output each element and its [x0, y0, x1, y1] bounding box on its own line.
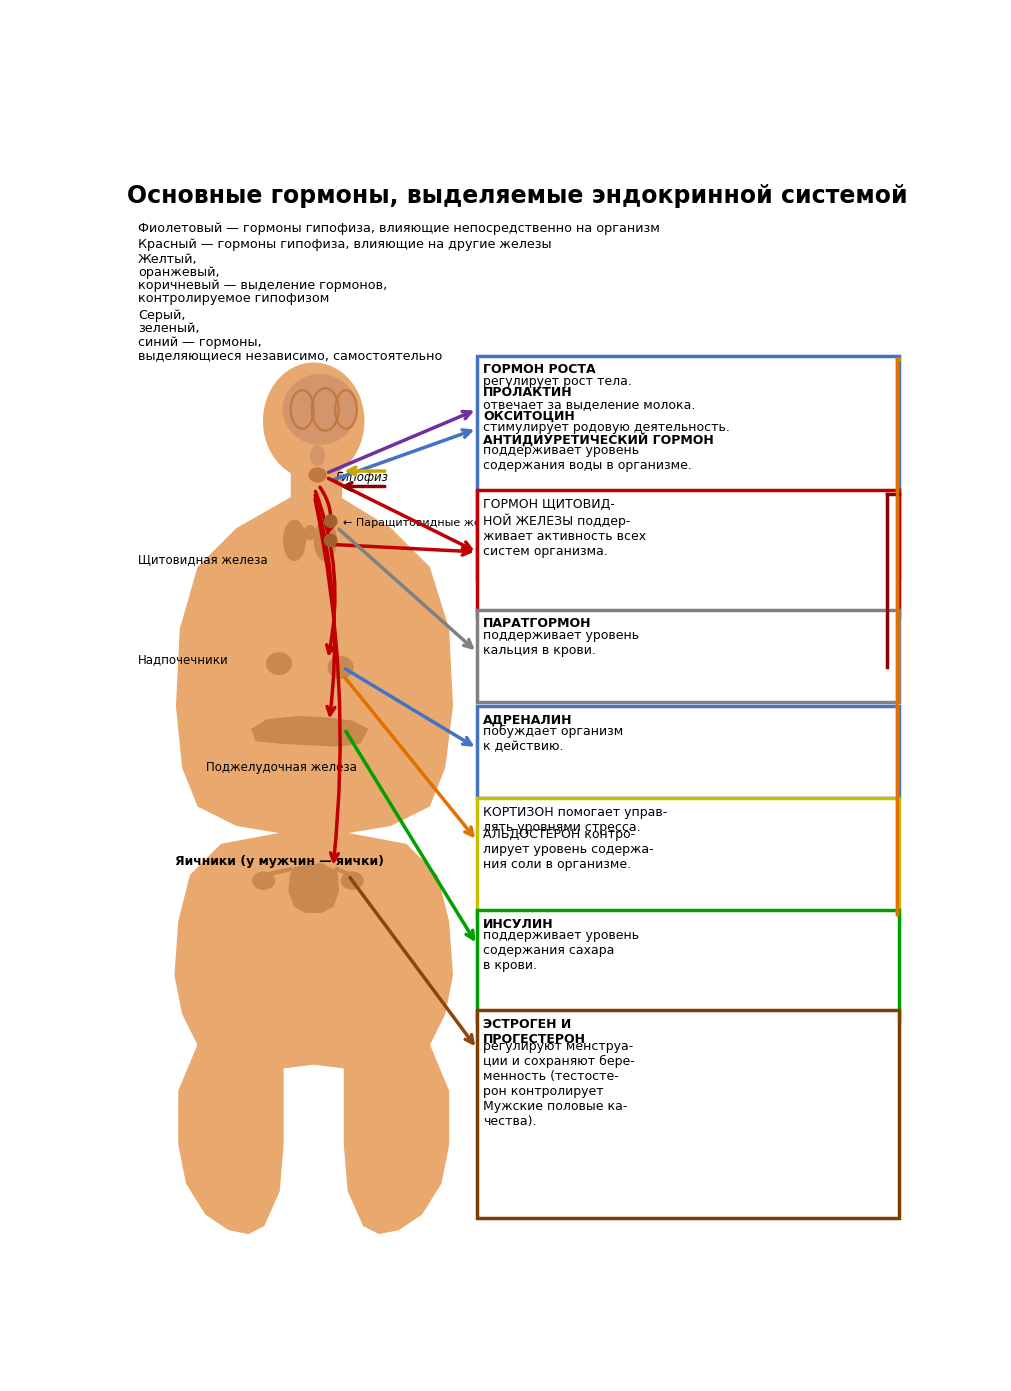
Ellipse shape: [304, 526, 315, 540]
Bar: [477, 609, 899, 702]
Text: синий — гормоны,: синий — гормоны,: [139, 335, 262, 349]
Text: Гипофиз: Гипофиз: [336, 472, 388, 484]
Ellipse shape: [329, 657, 353, 679]
Polygon shape: [179, 1045, 283, 1234]
Bar: [477, 910, 899, 1021]
Polygon shape: [175, 833, 452, 1068]
Text: Щитовидная железа: Щитовидная железа: [139, 554, 268, 566]
Text: регулируют менструа-
ции и сохраняют бере-
менность (тестосте-
рон контролирует
: регулируют менструа- ции и сохраняют бер…: [483, 1040, 635, 1128]
Ellipse shape: [314, 520, 336, 561]
Text: Надпочечники: Надпочечники: [139, 654, 228, 666]
Polygon shape: [345, 1045, 449, 1234]
Text: ГОРМОН ЩИТОВИД-
НОЙ ЖЕЛЕЗЫ поддер-
живает активность всех
систем организма.: ГОРМОН ЩИТОВИД- НОЙ ЖЕЛЕЗЫ поддер- живае…: [483, 498, 646, 558]
Text: ← Паращитовидные железы: ← Паращитовидные железы: [343, 517, 510, 527]
Text: Яичники (у мужчин — яички): Яичники (у мужчин — яички): [175, 855, 384, 868]
Ellipse shape: [267, 652, 291, 675]
Text: поддерживает уровень
кальция в крови.: поддерживает уровень кальция в крови.: [483, 629, 639, 657]
Text: Серый,: Серый,: [139, 309, 186, 323]
Circle shape: [325, 515, 337, 527]
Text: оранжевый,: оранжевый,: [139, 266, 219, 280]
Bar: [477, 356, 899, 579]
Text: ПАРАТГОРМОН: ПАРАТГОРМОН: [483, 618, 591, 630]
Text: Красный — гормоны гипофиза, влияющие на другие железы: Красный — гормоны гипофиза, влияющие на …: [139, 238, 552, 250]
Polygon shape: [252, 716, 368, 746]
Text: зеленый,: зеленый,: [139, 323, 199, 335]
Bar: [477, 490, 899, 618]
Circle shape: [325, 534, 337, 547]
Ellipse shape: [253, 872, 274, 889]
Polygon shape: [289, 864, 339, 912]
Ellipse shape: [309, 467, 326, 481]
Text: побуждает организм
к действию.: побуждает организм к действию.: [483, 725, 624, 754]
Text: выделяющиеся независимо, самостоятельно: выделяющиеся независимо, самостоятельно: [139, 349, 443, 362]
Text: КОРТИЗОН помогает управ-
лять уровнями стресса.: КОРТИЗОН помогает управ- лять уровнями с…: [483, 805, 667, 835]
Text: коричневый — выделение гормонов,: коричневый — выделение гормонов,: [139, 280, 387, 292]
Text: АНТИДИУРЕТИЧЕСКИЙ ГОРМОН: АНТИДИУРЕТИЧЕСКИЙ ГОРМОН: [483, 433, 714, 447]
Bar: [477, 705, 899, 798]
Text: Желтый,: Желтый,: [139, 253, 198, 266]
Text: контролируемое гипофизом: контролируемое гипофизом: [139, 292, 330, 306]
Polygon shape: [290, 472, 341, 498]
Ellipse shape: [283, 374, 357, 444]
Text: Поджелудочная железа: Поджелудочная железа: [206, 761, 357, 773]
Text: поддерживает уровень
содержания сахара
в крови.: поддерживает уровень содержания сахара в…: [483, 929, 639, 972]
Text: отвечает за выделение молока.: отвечает за выделение молока.: [483, 398, 696, 410]
Text: ПРОЛАКТИН: ПРОЛАКТИН: [483, 387, 572, 399]
Text: ОКСИТОЦИН: ОКСИТОЦИН: [483, 409, 575, 423]
Polygon shape: [177, 498, 452, 833]
Text: АЛЬДОСТЕРОН контро-
лирует уровень содержа-
ния соли в организме.: АЛЬДОСТЕРОН контро- лирует уровень содер…: [483, 829, 654, 871]
Bar: [477, 1010, 899, 1219]
Text: ЭСТРОГЕН И
ПРОГЕСТЕРОН: ЭСТРОГЕН И ПРОГЕСТЕРОН: [483, 1018, 586, 1046]
Bar: [477, 798, 899, 918]
Ellipse shape: [284, 520, 305, 561]
Text: ГОРМОН РОСТА: ГОРМОН РОСТА: [483, 363, 595, 377]
Text: АДРЕНАЛИН: АДРЕНАЛИН: [483, 714, 572, 726]
Text: регулирует рост тела.: регулирует рост тела.: [483, 374, 632, 388]
Text: Фиолетовый — гормоны гипофиза, влияющие непосредственно на организм: Фиолетовый — гормоны гипофиза, влияющие …: [139, 223, 660, 235]
Text: Основные гормоны, выделяемые эндокринной системой: Основные гормоны, выделяемые эндокринной…: [127, 184, 908, 209]
Text: ИНСУЛИН: ИНСУЛИН: [483, 918, 554, 931]
Ellipse shape: [310, 447, 325, 466]
Text: стимулирует родовую деятельность.: стимулирует родовую деятельность.: [483, 421, 730, 434]
Ellipse shape: [264, 363, 364, 479]
Text: поддерживает уровень
содержания воды в организме.: поддерживает уровень содержания воды в о…: [483, 444, 692, 472]
Ellipse shape: [342, 872, 363, 889]
